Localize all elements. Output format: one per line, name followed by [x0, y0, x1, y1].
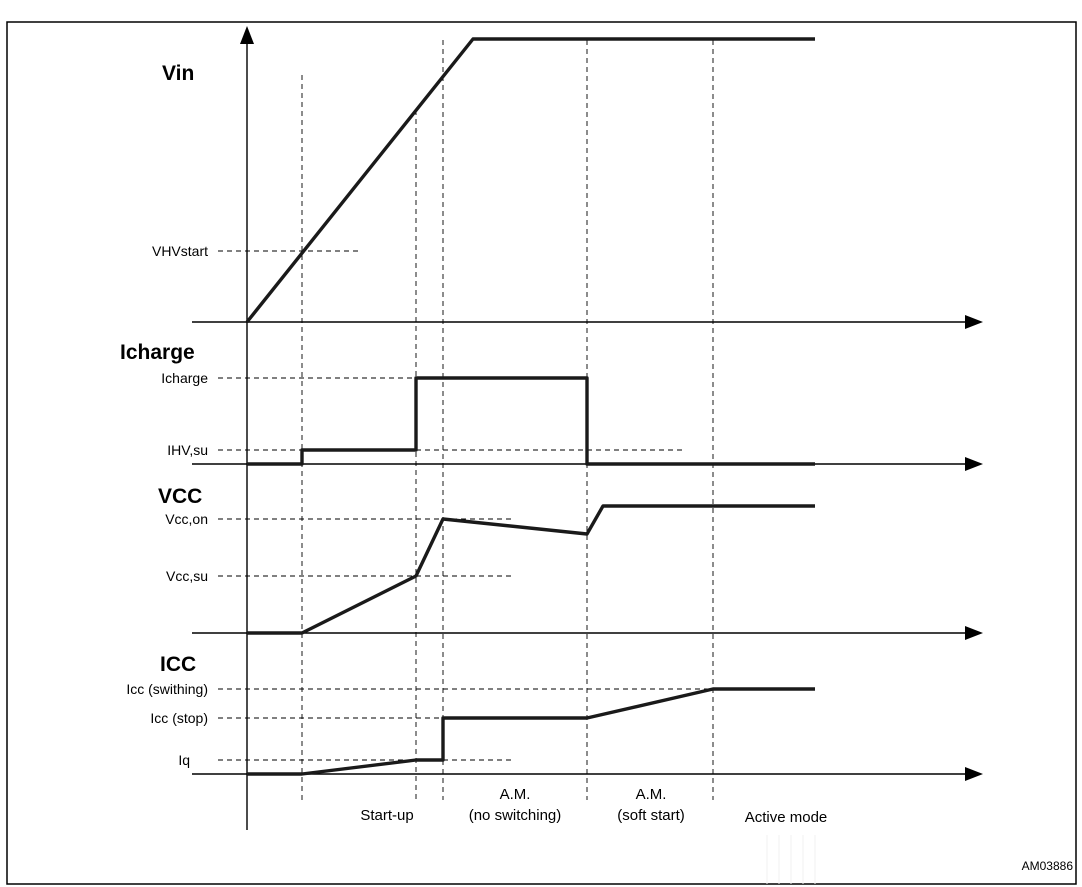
icharge-waveform	[247, 376, 815, 466]
figure-frame	[6, 21, 1077, 885]
phase-active-mode: Active mode	[745, 809, 828, 826]
icc-title: ICC	[160, 653, 196, 676]
icc-axis-arrow-icon	[965, 767, 983, 781]
background-artifact	[766, 835, 816, 884]
phase-no-switching-line1: A.M.	[500, 786, 531, 803]
label-icc-switching: Icc (swithing)	[126, 681, 208, 697]
waveform-titles: Vin Icharge VCC ICC	[120, 62, 202, 676]
label-icharge: Icharge	[161, 370, 208, 386]
vertical-axis	[240, 26, 254, 830]
vertical-axis-arrow-icon	[240, 26, 254, 44]
icharge-title: Icharge	[120, 341, 195, 364]
vcc-axis-arrow-icon	[965, 626, 983, 640]
label-vcc-su: Vcc,su	[166, 568, 208, 584]
phase-no-switching-line2: (no switching)	[469, 807, 562, 824]
level-labels: VHVstart Icharge IHV,su Vcc,on Vcc,su Ic…	[126, 243, 208, 768]
vcc-waveform	[247, 504, 815, 635]
vin-axis-arrow-icon	[965, 315, 983, 329]
waveforms	[245, 37, 815, 776]
vin-waveform	[245, 37, 815, 324]
phase-labels: Start-up A.M. (no switching) A.M. (soft …	[360, 786, 827, 826]
vcc-title: VCC	[158, 485, 202, 508]
level-reference-lines	[218, 250, 713, 761]
icharge-axis-arrow-icon	[965, 457, 983, 471]
label-vhvstart: VHVstart	[152, 243, 208, 259]
phase-soft-start-line1: A.M.	[636, 786, 667, 803]
label-vcc-on: Vcc,on	[165, 511, 208, 527]
time-axes	[192, 315, 983, 781]
vin-title: Vin	[162, 62, 194, 85]
label-icc-stop: Icc (stop)	[150, 710, 208, 726]
phase-startup: Start-up	[360, 807, 413, 824]
phase-boundaries	[301, 40, 714, 800]
label-iq: Iq	[178, 752, 190, 768]
figure-reference-code: AM03886	[1022, 859, 1074, 873]
icc-waveform	[247, 687, 815, 776]
label-ihv-su: IHV,su	[167, 442, 208, 458]
phase-soft-start-line2: (soft start)	[617, 807, 685, 824]
